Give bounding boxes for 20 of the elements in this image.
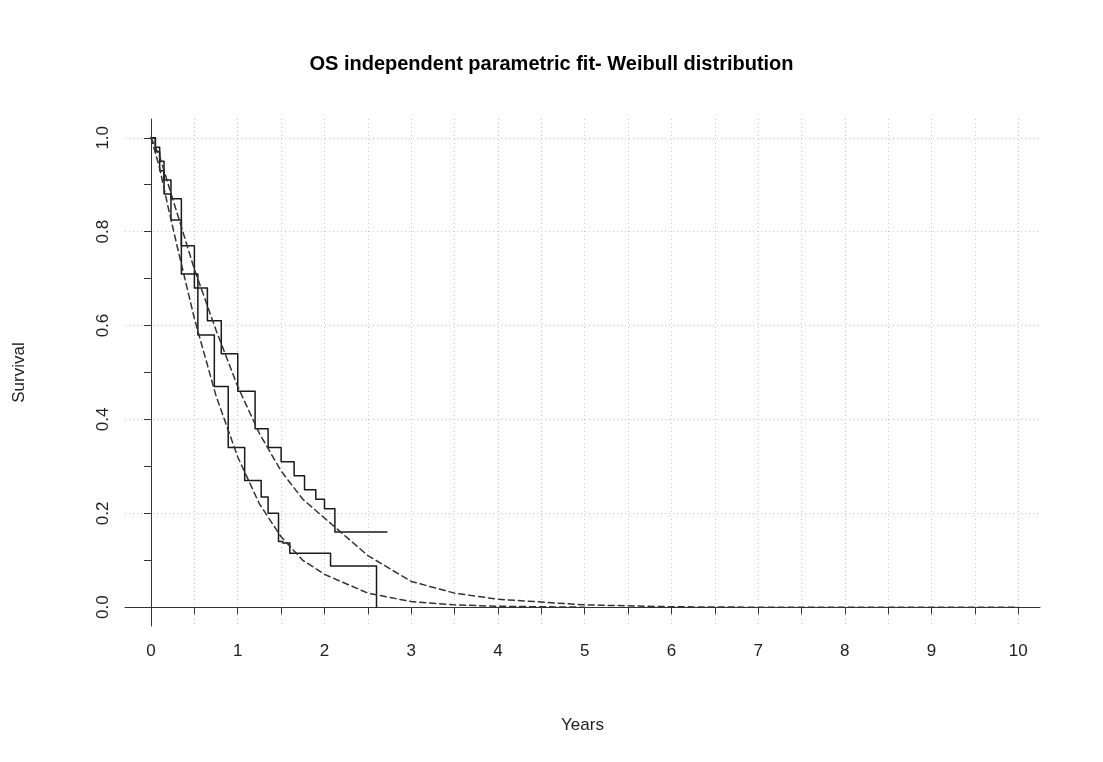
x-tick-label: 4 (493, 641, 503, 660)
x-tick-label: 5 (579, 641, 590, 660)
chart-title: OS independent parametric fit- Weibull distribution (309, 52, 794, 74)
x-tick-label: 1 (233, 641, 243, 660)
x-tick-label: 2 (319, 641, 330, 660)
y-axis-title: Survival (9, 342, 28, 403)
x-tick-label: 3 (406, 641, 416, 660)
x-tick-label: 9 (926, 641, 937, 660)
x-axis-title: Years (561, 715, 604, 734)
y-tick-label: 0.0 (93, 595, 112, 620)
y-tick-label: 0.8 (93, 219, 112, 244)
y-tick-label: 1.0 (93, 125, 112, 150)
x-tick-label: 10 (1008, 641, 1028, 660)
y-tick-label: 0.6 (93, 313, 112, 338)
x-tick-label: 7 (753, 641, 763, 660)
x-tick-label: 0 (146, 641, 156, 660)
y-tick-label: 0.2 (93, 501, 112, 526)
x-tick-label: 8 (840, 641, 850, 660)
y-tick-label: 0.4 (93, 407, 112, 432)
x-tick-label: 6 (666, 641, 677, 660)
